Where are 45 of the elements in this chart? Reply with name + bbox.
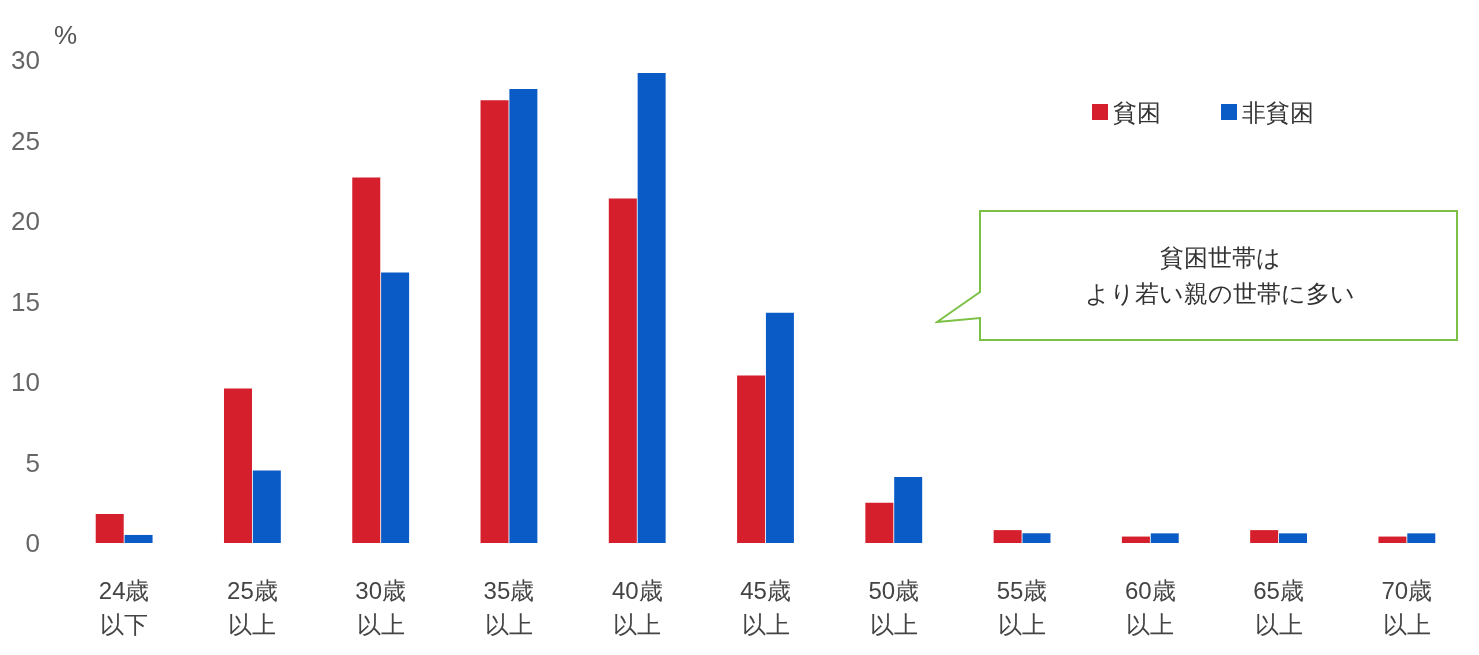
y-tick-label: 30: [11, 45, 40, 75]
bar: [993, 530, 1022, 543]
x-tick-label: 50歳以上: [868, 576, 920, 638]
bar: [252, 470, 281, 543]
bar: [765, 312, 794, 543]
bar: [637, 72, 666, 543]
x-tick-label: 45歳以上: [740, 576, 791, 638]
bar: [1121, 536, 1150, 543]
bar: [1250, 530, 1279, 543]
x-tick-label: 35歳以上: [483, 576, 535, 638]
bar: [1022, 533, 1051, 543]
bar: [894, 476, 923, 543]
bar: [1150, 533, 1179, 543]
bar: [737, 375, 766, 543]
x-tick-label: 60歳以上: [1124, 576, 1176, 638]
bar: [1378, 536, 1407, 543]
x-tick-label: 65歳以上: [1253, 576, 1304, 638]
x-tick-label: 55歳以上: [996, 576, 1048, 638]
bar: [352, 177, 381, 543]
bar: [1407, 533, 1436, 543]
x-tick-label: 24歳以下: [98, 576, 150, 638]
bar: [608, 198, 637, 543]
bar: [1279, 533, 1308, 543]
bar: [124, 534, 153, 543]
y-tick-label: 10: [11, 367, 40, 397]
y-tick-label: 0: [25, 528, 40, 558]
bar: [223, 388, 252, 543]
y-tick-label: 20: [11, 206, 40, 236]
y-tick-label: 15: [11, 286, 40, 317]
x-tick-label: 25歳以上: [227, 576, 278, 638]
bar: [480, 100, 509, 543]
annotation: 貧困世帯は: [1159, 243, 1281, 274]
y-axis-title: %: [54, 20, 78, 50]
annotation: より若い親の世帯に多い: [1085, 279, 1355, 310]
legend-label: 非貧困: [1242, 98, 1314, 126]
bar: [509, 88, 538, 543]
bar: [381, 272, 410, 543]
x-tick-label: 30歳以上: [355, 576, 407, 638]
x-tick-label: 70歳以上: [1381, 576, 1433, 638]
y-tick-label: 5: [25, 447, 40, 478]
bar: [95, 514, 124, 543]
y-tick-label: 25: [11, 125, 40, 156]
bar: [865, 502, 894, 543]
x-tick-label: 40歳以上: [611, 576, 663, 638]
legend-label: 貧困: [1113, 98, 1161, 126]
